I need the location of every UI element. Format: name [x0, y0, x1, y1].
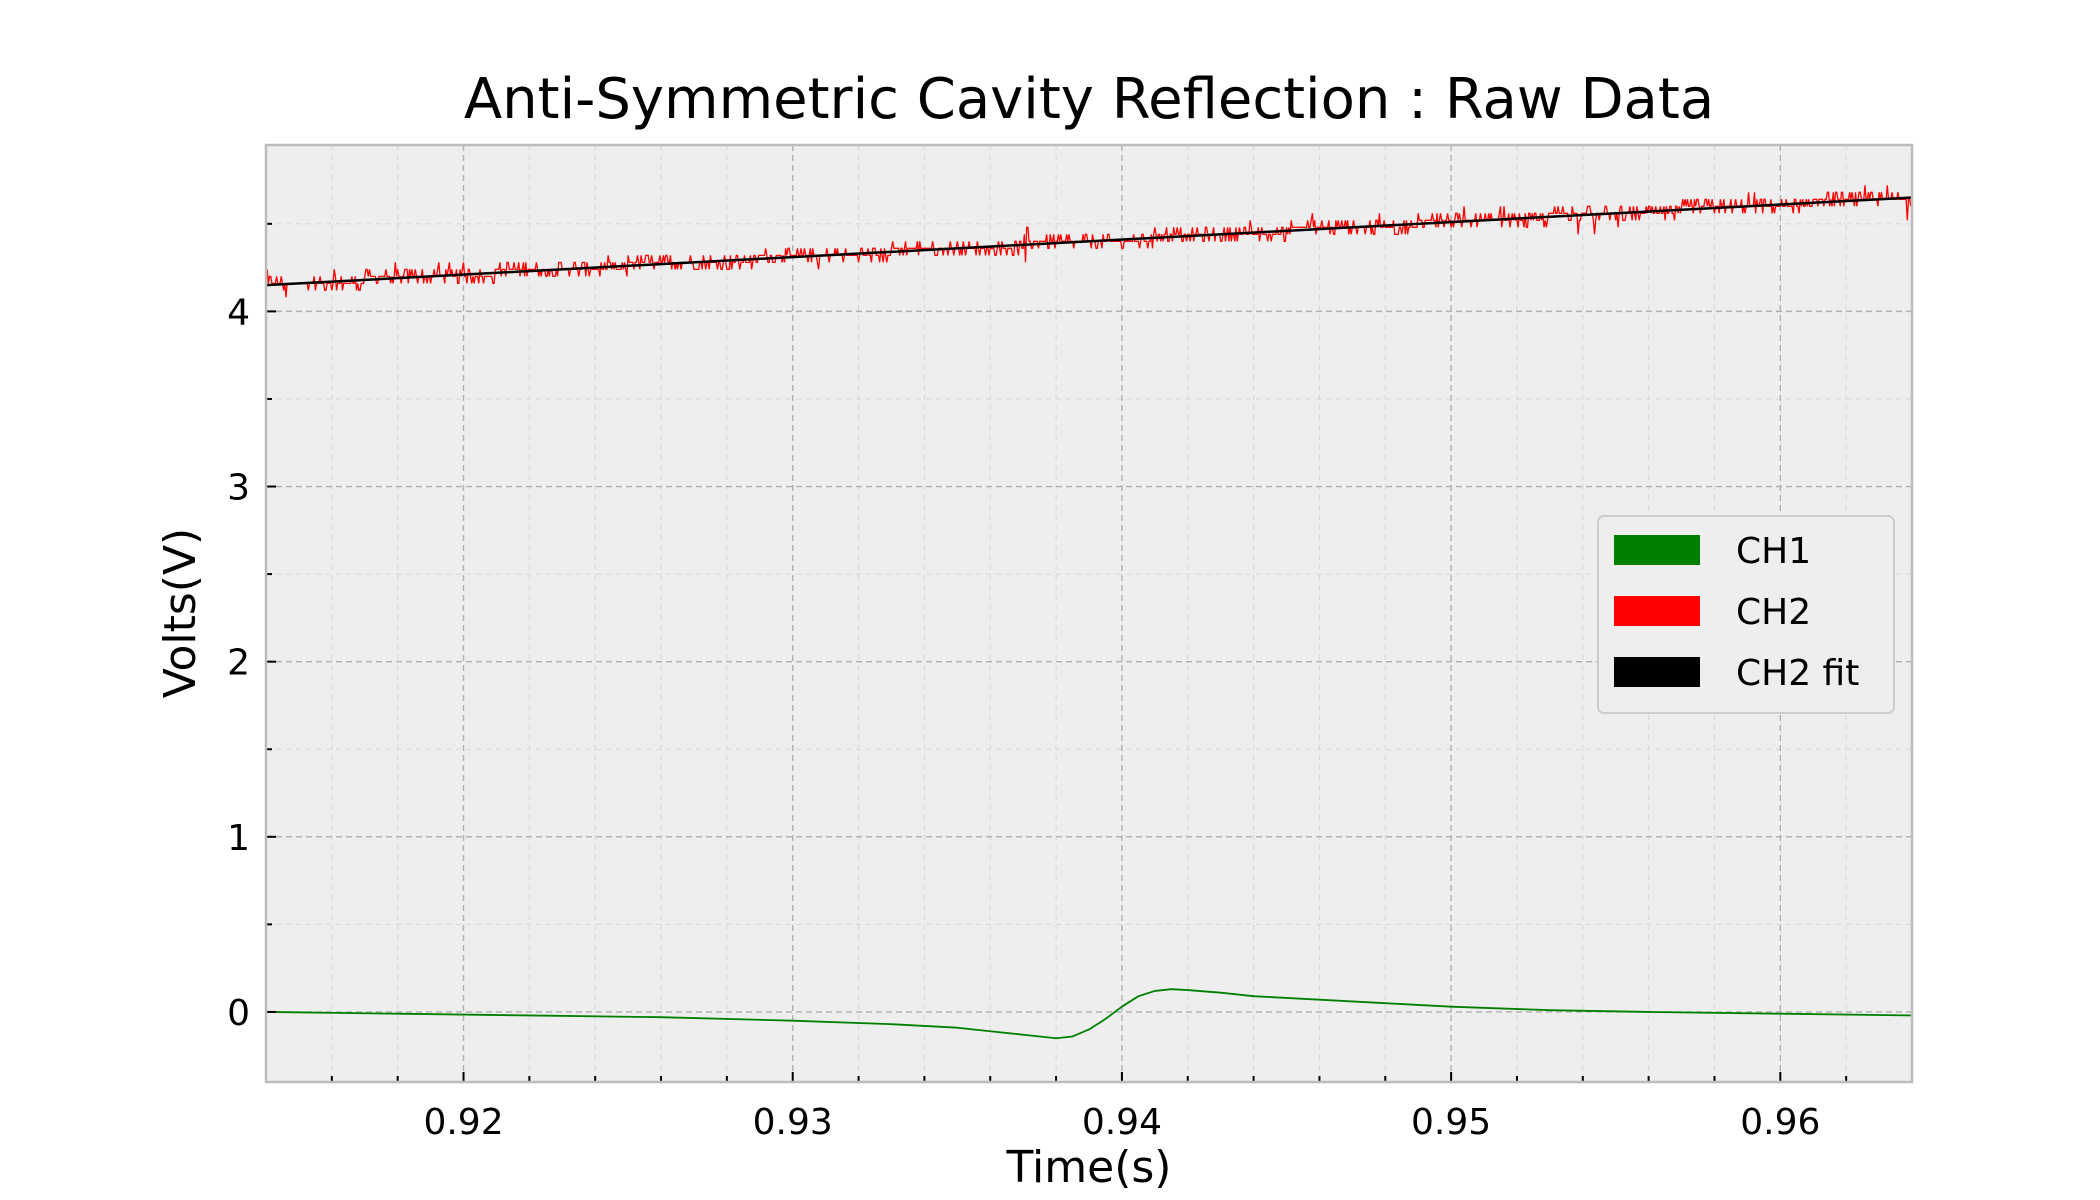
- x-tick-label: 0.92: [423, 1102, 503, 1143]
- legend-label: CH2 fit: [1736, 653, 1859, 694]
- x-tick-label: 0.96: [1740, 1102, 1820, 1143]
- y-tick-label: 1: [227, 818, 250, 859]
- series-ch2-fit-line: [266, 196, 1912, 287]
- legend-label: CH1: [1736, 531, 1811, 572]
- y-tick-label: 4: [227, 292, 250, 333]
- legend-swatch: [1614, 596, 1700, 626]
- y-tick-label: 2: [227, 643, 250, 684]
- legend-swatch: [1614, 535, 1700, 565]
- x-axis-label: Time(s): [1006, 1142, 1172, 1193]
- x-tick-label: 0.94: [1082, 1102, 1162, 1143]
- legend-label: CH2: [1736, 592, 1811, 633]
- chart-title: Anti-Symmetric Cavity Reflection : Raw D…: [464, 67, 1714, 132]
- legend-swatch: [1614, 657, 1700, 687]
- y-axis-label: Volts(V): [155, 528, 206, 698]
- series-ch1-line: [266, 988, 1912, 1040]
- x-tick-label: 0.93: [753, 1102, 833, 1143]
- plot-frame: [264, 143, 1914, 1084]
- x-tick-label: 0.95: [1411, 1102, 1491, 1143]
- y-tick-label: 0: [227, 993, 250, 1034]
- y-tick-label: 3: [227, 468, 250, 509]
- legend: CH1 CH2 CH2 fit: [1597, 515, 1895, 714]
